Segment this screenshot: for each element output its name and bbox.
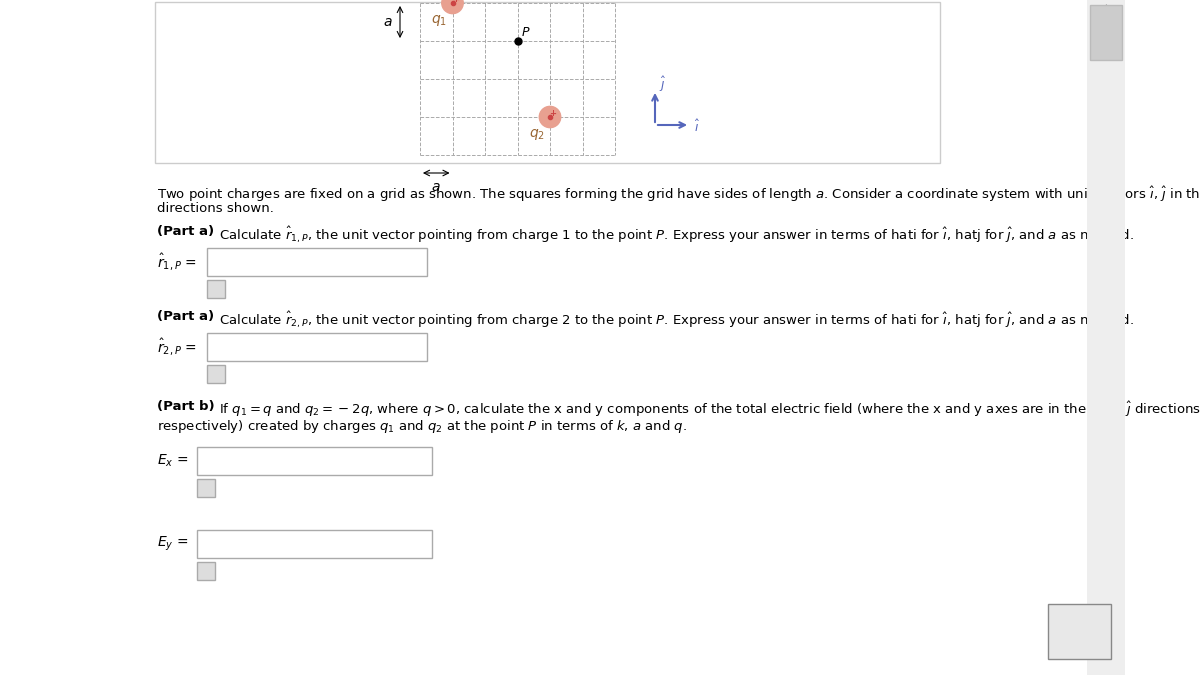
Text: $E_x$ =: $E_x$ =	[157, 453, 188, 469]
Bar	[208, 333, 427, 361]
Text: $a$: $a$	[383, 15, 392, 29]
Text: Calculate $\hat{r}_{1,P}$, the unit vector pointing from charge 1 to the point $: Calculate $\hat{r}_{1,P}$, the unit vect…	[220, 225, 1134, 245]
Text: $P$: $P$	[521, 26, 530, 40]
Text: $a$: $a$	[432, 180, 442, 194]
Bar	[1048, 604, 1111, 659]
Ellipse shape	[442, 0, 463, 14]
Text: Calculate $\hat{r}_{2,P}$, the unit vector pointing from charge 2 to the point $: Calculate $\hat{r}_{2,P}$, the unit vect…	[220, 310, 1134, 330]
Text: directions shown.: directions shown.	[157, 202, 274, 215]
Text: (Part a): (Part a)	[157, 225, 214, 238]
Bar	[197, 562, 215, 580]
Text: Two point charges are fixed on a grid as shown. The squares forming the grid hav: Two point charges are fixed on a grid as…	[157, 185, 1200, 204]
Text: $\hat{\jmath}$: $\hat{\jmath}$	[659, 74, 666, 94]
Text: ▲: ▲	[1102, 3, 1110, 13]
Text: +: +	[550, 109, 557, 117]
Ellipse shape	[539, 107, 560, 128]
Bar	[197, 479, 215, 497]
Text: $\hat{r}_{2,P}$ =: $\hat{r}_{2,P}$ =	[157, 336, 197, 358]
Text: (Part b): (Part b)	[157, 400, 215, 413]
Bar	[155, 2, 940, 163]
Text: respectively) created by charges $q_1$ and $q_2$ at the point $P$ in terms of $k: respectively) created by charges $q_1$ a…	[157, 418, 686, 435]
Text: $E_y$ =: $E_y$ =	[157, 535, 188, 553]
Text: If $q_1 = q$ and $q_2 = -2q$, where $q > 0$, calculate the x and y components of: If $q_1 = q$ and $q_2 = -2q$, where $q >…	[220, 400, 1200, 419]
Bar	[197, 530, 432, 558]
Bar	[208, 248, 427, 276]
Bar	[1087, 0, 1126, 675]
Bar	[1090, 5, 1122, 60]
Text: ⊞: ⊞	[1070, 621, 1090, 641]
Text: $\hat{\imath}$: $\hat{\imath}$	[694, 119, 700, 135]
Text: $q_2$: $q_2$	[529, 128, 545, 142]
Bar	[197, 447, 432, 475]
Text: (Part a): (Part a)	[157, 310, 214, 323]
Bar	[208, 280, 226, 298]
Text: +: +	[452, 0, 458, 3]
Bar	[208, 365, 226, 383]
Text: $\hat{r}_{1,P}$ =: $\hat{r}_{1,P}$ =	[157, 251, 197, 273]
Text: $q_1$: $q_1$	[432, 14, 448, 28]
